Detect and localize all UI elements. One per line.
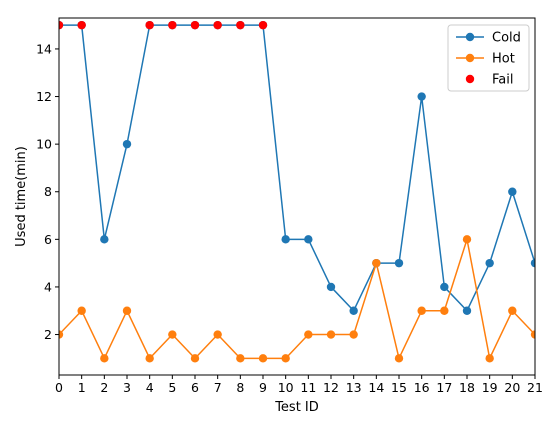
x-tick-label: 9 xyxy=(259,380,267,395)
data-point-hot xyxy=(145,354,154,363)
data-point-fail xyxy=(213,20,222,30)
data-point-cold xyxy=(508,187,517,196)
data-point-fail xyxy=(145,20,154,30)
x-tick-label: 14 xyxy=(368,380,384,395)
data-point-hot xyxy=(440,306,449,315)
legend-label-hot: Hot xyxy=(492,52,515,67)
x-tick-label: 16 xyxy=(414,380,430,395)
data-point-hot xyxy=(213,330,222,339)
data-point-cold xyxy=(394,258,404,268)
data-point-cold xyxy=(440,282,449,292)
x-tick-label: 8 xyxy=(236,380,244,395)
x-tick-label: 19 xyxy=(482,380,498,395)
y-tick-label: 4 xyxy=(44,279,52,294)
x-tick-label: 0 xyxy=(55,380,63,395)
plot-area xyxy=(59,20,535,363)
data-point-cold xyxy=(326,282,336,292)
data-point-hot xyxy=(281,354,290,363)
data-point-hot xyxy=(236,354,245,363)
x-tick-label: 10 xyxy=(278,380,294,395)
legend-marker-hot xyxy=(465,53,475,63)
y-tick-label: 14 xyxy=(36,41,52,56)
axes: 0 1 2 3 4 5 6 7 8 9 10 11 12 13 14 15 16 17 18 19 20 21246810… xyxy=(36,17,543,395)
x-tick-label: 4 xyxy=(146,380,154,395)
data-point-hot xyxy=(349,330,358,339)
data-point-hot xyxy=(77,306,86,315)
data-point-hot xyxy=(485,354,494,363)
y-axis-label: Used time(min) xyxy=(14,146,29,247)
data-point-fail xyxy=(59,20,64,30)
axes-frame xyxy=(58,17,536,376)
y-tick-label: 6 xyxy=(44,232,52,247)
series-line-hot xyxy=(59,238,535,360)
x-tick-label: 13 xyxy=(346,380,362,395)
data-point-hot xyxy=(417,306,426,315)
legend-label-fail: Fail xyxy=(492,73,513,88)
series-group xyxy=(59,20,535,363)
y-tick-label: 12 xyxy=(36,89,52,104)
x-tick-label: 15 xyxy=(391,380,407,395)
data-point-hot xyxy=(462,235,472,244)
data-point-fail xyxy=(168,20,177,30)
x-tick-label: 17 xyxy=(436,380,452,395)
legend: Cold Hot Fail xyxy=(447,24,530,92)
data-point-cold xyxy=(304,235,313,244)
x-tick-label: 12 xyxy=(323,380,339,395)
series-line-cold xyxy=(59,24,535,312)
data-point-hot xyxy=(59,330,64,339)
data-point-hot xyxy=(304,330,313,339)
data-point-fail xyxy=(258,20,268,30)
data-point-hot xyxy=(168,330,177,339)
x-tick-label: 6 xyxy=(191,380,199,395)
x-tick-label: 2 xyxy=(100,380,108,395)
data-point-hot xyxy=(258,354,268,363)
data-point-cold xyxy=(485,258,494,268)
data-point-hot xyxy=(326,330,336,339)
x-tick-label: 11 xyxy=(300,380,316,395)
legend-marker-cold xyxy=(465,32,475,42)
x-axis-label: Test ID xyxy=(274,400,319,415)
data-point-hot xyxy=(530,330,535,339)
data-point-cold xyxy=(100,235,109,244)
data-point-hot xyxy=(508,306,517,315)
data-point-fail xyxy=(77,20,86,30)
x-tick-label: 20 xyxy=(504,380,520,395)
data-point-cold xyxy=(281,235,290,244)
x-tick-label: 7 xyxy=(214,380,222,395)
data-point-hot xyxy=(100,354,109,363)
x-tick-label: 3 xyxy=(123,380,131,395)
legend-label-cold: Cold xyxy=(492,31,521,46)
data-point-cold xyxy=(349,306,358,315)
data-point-hot xyxy=(122,306,132,315)
x-tick-label: 21 xyxy=(527,380,543,395)
data-point-hot xyxy=(372,258,381,268)
data-point-fail xyxy=(190,20,200,30)
x-tick-label: 1 xyxy=(78,380,86,395)
legend-marker-fail xyxy=(465,74,475,84)
x-tick-label: 5 xyxy=(168,380,176,395)
legend-box xyxy=(447,24,530,92)
data-point-cold xyxy=(530,258,535,268)
y-tick-label: 8 xyxy=(44,184,52,199)
data-point-hot xyxy=(190,354,200,363)
y-tick-label: 2 xyxy=(44,327,52,342)
data-point-hot xyxy=(394,354,404,363)
data-point-cold xyxy=(122,139,132,149)
y-tick-label: 10 xyxy=(36,137,52,152)
data-point-cold xyxy=(462,306,472,315)
x-tick-label: 18 xyxy=(459,380,475,395)
data-point-fail xyxy=(236,20,245,30)
data-point-cold xyxy=(417,92,426,101)
